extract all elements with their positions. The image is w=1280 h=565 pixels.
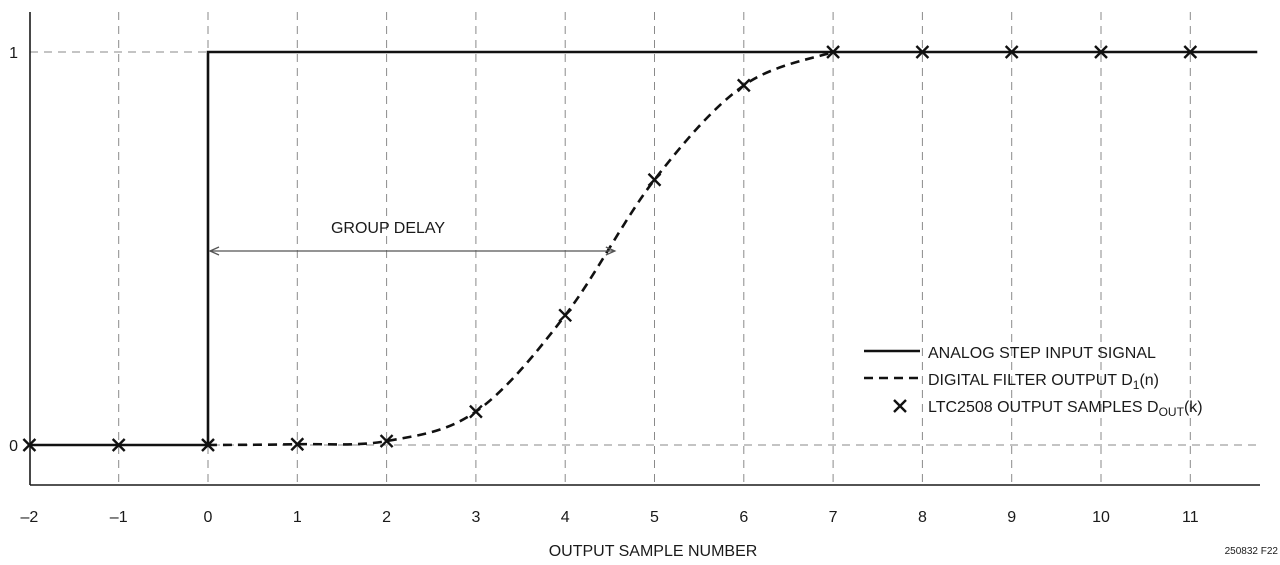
x-tick-label: 6 [739,509,748,526]
x-tick-label: 3 [471,509,480,526]
x-tick-label: –1 [110,509,128,526]
axes-layer: –2 –1 0 1 2 3 4 5 6 7 8 9 10 11 0 1 [9,12,1260,526]
legend-label-analog-step: ANALOG STEP INPUT SIGNAL [928,345,1156,362]
x-tick-label: 2 [382,509,391,526]
x-tick-label: 5 [650,509,659,526]
group-delay-label: GROUP DELAY [331,220,445,237]
x-tick-label: 0 [204,509,213,526]
y-tick-label: 0 [9,438,18,455]
output-sample-marker [915,45,930,59]
legend: ANALOG STEP INPUT SIGNAL DIGITAL FILTER O… [864,345,1203,419]
legend-marker-swatch [893,399,907,413]
output-sample-marker [736,78,751,93]
output-sample-marker [647,172,662,187]
series-layer [22,45,1258,452]
y-tick-label: 1 [9,45,18,62]
output-sample-marker [1183,45,1198,59]
output-sample-marker [290,437,305,452]
x-tick-label: 7 [829,509,838,526]
output-sample-marker [379,434,394,448]
output-sample-marker [558,308,573,323]
x-tick-label: 4 [561,509,570,526]
output-sample-marker [469,404,483,419]
output-sample-marker [111,438,126,452]
x-tick-label: 11 [1182,509,1199,526]
legend-label-digital-filter: DIGITAL FILTER OUTPUT D1(n) [928,372,1159,392]
legend-label-output-samples: LTC2508 OUTPUT SAMPLES DOUT(k) [928,399,1203,419]
output-sample-marker [1004,45,1019,59]
x-tick-label: –2 [21,509,39,526]
x-tick-label: 8 [918,509,927,526]
figure-id: 250832 F22 [1225,546,1279,557]
output-sample-marker [826,45,840,59]
x-tick-label: 10 [1092,509,1110,526]
x-tick-label: 1 [293,509,302,526]
output-sample-marker [1094,45,1108,59]
x-axis-title: OUTPUT SAMPLE NUMBER [549,543,758,560]
annotation-layer: GROUP DELAY [208,220,617,256]
output-sample-marker [201,438,215,452]
output-sample-marker [22,438,37,452]
series-digital-filter-output [207,50,834,447]
x-tick-label: 9 [1007,509,1016,526]
